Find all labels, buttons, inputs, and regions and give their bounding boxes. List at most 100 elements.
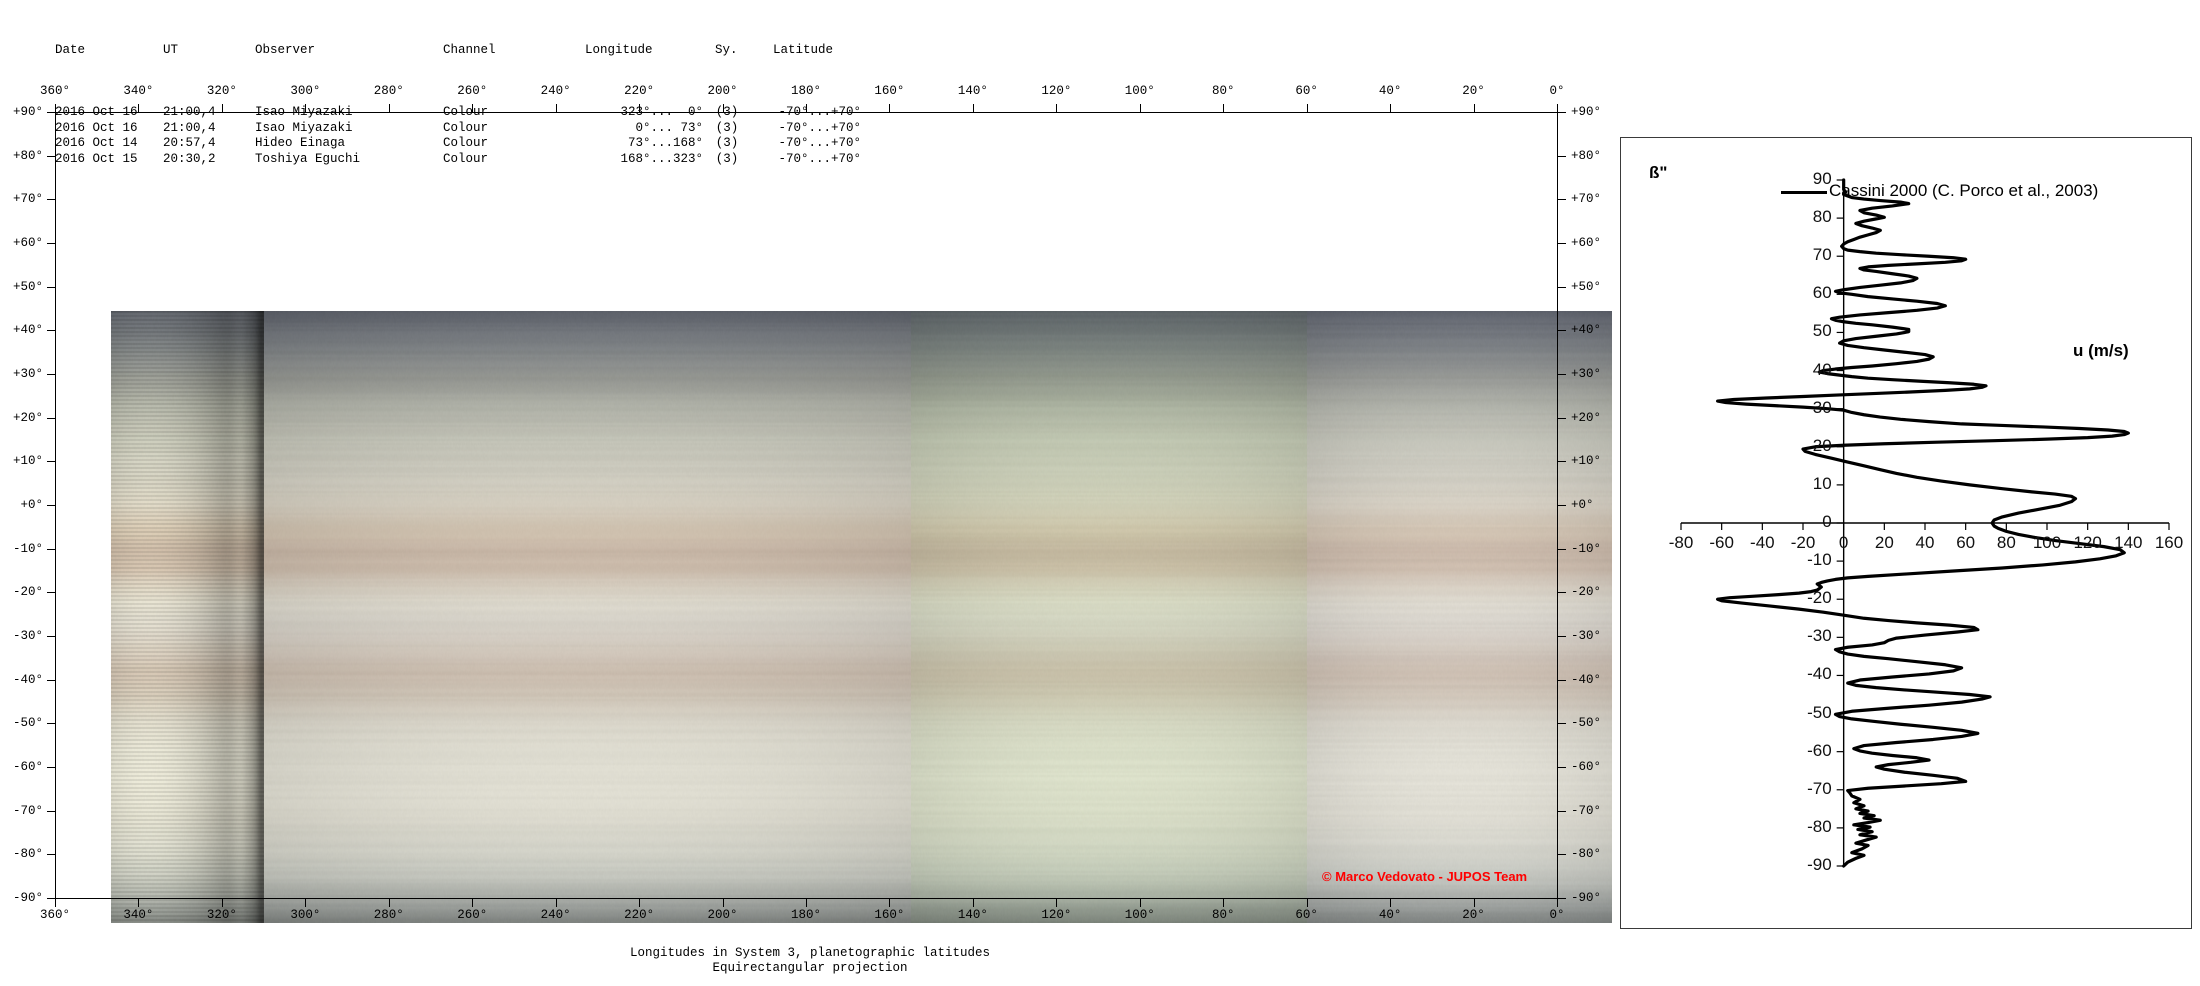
latitude-tick-label: +10° xyxy=(12,454,43,469)
y-tick-label: -20 xyxy=(1807,588,1832,608)
wind-profile-line xyxy=(1715,178,2130,868)
longitude-tick-label: 140° xyxy=(957,908,988,922)
cell-observer: Isao Miyazaki xyxy=(255,104,353,119)
longitude-tick xyxy=(1557,104,1558,112)
cell-latitude: -70°...+70° xyxy=(778,120,861,135)
latitude-tick-label-right: +0° xyxy=(1571,498,1594,512)
cell-date: 2016 Oct 16 xyxy=(55,104,138,119)
map-caption: Longitudes in System 3, planetographic l… xyxy=(0,946,1620,976)
longitude-tick-label: 120° xyxy=(1041,84,1072,98)
y-tick-label: -40 xyxy=(1807,664,1832,684)
cell-latitude: -70°...+70° xyxy=(778,104,861,119)
planet-imagery-mosaic xyxy=(111,311,1612,923)
longitude-tick-label: 200° xyxy=(707,908,738,922)
jupiter-saturn-map-panel: Date UT Observer Channel Longitude Sy. Latitud… xyxy=(0,12,1620,976)
longitude-tick-label: 320° xyxy=(206,908,237,922)
longitude-tick xyxy=(388,899,390,907)
longitude-tick xyxy=(1139,899,1141,907)
mosaic-strip xyxy=(264,311,913,923)
latitude-tick xyxy=(47,505,55,506)
longitude-tick-label: 260° xyxy=(457,908,488,922)
legend-line-swatch xyxy=(1781,191,1827,194)
longitude-tick-label: 240° xyxy=(540,908,571,922)
longitude-tick xyxy=(472,104,474,112)
cell-longitude: 168°...323° xyxy=(620,151,703,166)
longitude-tick-label: 60° xyxy=(1295,84,1318,98)
cell-sy: (3) xyxy=(715,151,739,166)
legend-label: Cassini 2000 (C. Porco et al., 2003) xyxy=(1829,181,2099,200)
observation-table: Date UT Observer Channel Longitude Sy. Latitud… xyxy=(55,12,883,199)
longitude-tick xyxy=(1223,899,1225,907)
longitude-tick xyxy=(555,104,557,112)
header-longitude: Longitude xyxy=(585,43,653,58)
latitude-tick-label: -90° xyxy=(12,891,43,905)
longitude-tick-label: 180° xyxy=(790,84,821,98)
longitude-tick xyxy=(639,104,641,112)
cell-sy: (3) xyxy=(715,104,739,119)
longitude-tick xyxy=(305,899,307,907)
longitude-tick xyxy=(138,104,140,112)
cell-latitude: -70°...+70° xyxy=(778,151,861,166)
table-header-row: Date UT Observer Channel Longitude Sy. Latitud… xyxy=(55,43,883,59)
cell-channel: Colour xyxy=(443,120,489,135)
longitude-tick-label: 280° xyxy=(373,908,404,922)
longitude-tick xyxy=(1223,104,1225,112)
latitude-tick-label-right: +60° xyxy=(1571,236,1602,250)
y-tick-label: -10 xyxy=(1807,550,1832,570)
latitude-tick xyxy=(47,461,55,463)
longitude-tick xyxy=(722,104,724,112)
x-tick-label: 80 xyxy=(1996,533,2016,552)
latitude-tick-label-right: +10° xyxy=(1571,454,1602,469)
y-tick-label: 70 xyxy=(1812,245,1832,265)
longitude-tick xyxy=(1473,899,1475,907)
latitude-tick xyxy=(1558,767,1566,768)
table-row: 2016 Oct 14 20:57,4 Hideo Einaga Colour 73°.… xyxy=(55,136,883,152)
y-tick-label: -60 xyxy=(1807,740,1832,760)
y-tick-label: 10 xyxy=(1812,473,1832,493)
longitude-tick xyxy=(806,104,807,112)
longitude-tick-label: 160° xyxy=(874,908,905,922)
latitude-tick-label: +80° xyxy=(12,148,43,163)
latitude-tick xyxy=(47,286,55,288)
latitude-tick-label-right: -80° xyxy=(1571,847,1602,862)
x-tick-label: 160 xyxy=(2154,533,2184,552)
header-ut: UT xyxy=(163,43,179,58)
x-tick-label: 120 xyxy=(2073,533,2102,552)
cell-channel: Colour xyxy=(443,136,489,151)
longitude-tick xyxy=(972,104,974,112)
latitude-tick xyxy=(47,854,55,856)
caption-line-2: Equirectangular projection xyxy=(712,961,908,975)
cell-channel: Colour xyxy=(443,104,489,119)
header-sy: Sy. xyxy=(715,43,738,58)
latitude-tick xyxy=(47,636,55,637)
latitude-tick xyxy=(47,548,55,550)
longitude-tick-label: 160° xyxy=(874,84,905,98)
table-row: 2016 Oct 16 21:00,4 Isao Miyazaki Colour 0°.… xyxy=(55,121,883,137)
latitude-tick xyxy=(47,330,55,332)
latitude-tick-label: -60° xyxy=(12,760,43,774)
latitude-tick-label: +20° xyxy=(12,410,43,425)
latitude-tick xyxy=(1558,461,1566,463)
latitude-tick-label: -50° xyxy=(12,716,43,731)
longitude-tick-label: 60° xyxy=(1295,908,1318,922)
longitude-tick xyxy=(1390,104,1392,112)
latitude-tick xyxy=(1558,286,1566,288)
latitude-tick-label: -30° xyxy=(12,629,43,643)
latitude-tick xyxy=(47,592,55,594)
longitude-tick xyxy=(1306,104,1308,112)
latitude-tick-label-right: -90° xyxy=(1571,891,1602,905)
x-axis-label: u (m/s) xyxy=(2073,341,2129,360)
latitude-tick-label: -20° xyxy=(12,585,43,600)
mosaic-strip xyxy=(911,311,1309,923)
latitude-tick xyxy=(47,898,55,899)
cell-sy: (3) xyxy=(715,120,739,135)
latitude-tick xyxy=(47,112,55,113)
latitude-tick xyxy=(1558,374,1566,375)
x-tick-label: 100 xyxy=(2032,533,2062,552)
longitude-tick xyxy=(138,899,140,907)
latitude-tick-label: -70° xyxy=(12,803,43,818)
longitude-tick-label: 360° xyxy=(39,84,70,98)
longitude-tick xyxy=(388,104,390,112)
longitude-tick-label: 220° xyxy=(624,908,655,922)
longitude-tick-label: 300° xyxy=(290,84,321,98)
